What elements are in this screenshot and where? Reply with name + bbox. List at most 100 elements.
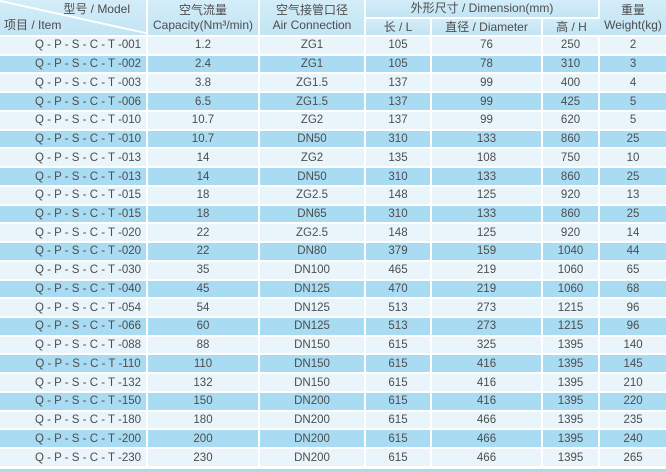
height-cell: 250 <box>543 37 601 56</box>
table-row: Q - P - S - C - T -054 54 DN125 513 273 … <box>0 299 666 319</box>
diameter-cell: 416 <box>432 355 543 375</box>
model-cell: Q - P - S - C - T -006 <box>0 93 148 112</box>
model-cell: Q - P - S - C - T -110 <box>0 355 148 375</box>
header-weight-cn: 重量 <box>621 2 646 17</box>
weight-cell: 3 <box>600 55 666 75</box>
diameter-cell: 76 <box>432 37 543 56</box>
capacity-cell: 150 <box>148 392 260 412</box>
length-cell: 148 <box>366 186 432 206</box>
model-cell: Q - P - S - C - T -013 <box>0 149 148 169</box>
length-cell: 310 <box>366 130 432 150</box>
capacity-cell: 22 <box>148 243 260 262</box>
model-cell: Q - P - S - C - T -002 <box>0 55 148 75</box>
diameter-cell: 273 <box>432 299 543 319</box>
model-cell: Q - P - S - C - T -200 <box>0 430 148 450</box>
weight-cell: 13 <box>600 186 666 206</box>
weight-cell: 2 <box>600 37 666 56</box>
weight-cell: 65 <box>600 261 666 281</box>
model-cell: Q - P - S - C - T -054 <box>0 299 148 319</box>
length-cell: 310 <box>366 168 432 187</box>
capacity-cell: 18 <box>148 186 260 206</box>
air-connection-cell: DN200 <box>260 392 366 412</box>
header-height: 高 / H <box>543 19 601 37</box>
diameter-cell: 416 <box>432 374 543 393</box>
capacity-cell: 88 <box>148 336 260 356</box>
air-connection-cell: DN150 <box>260 336 366 356</box>
diameter-cell: 466 <box>432 411 543 431</box>
diameter-cell: 219 <box>432 280 543 300</box>
diameter-cell: 416 <box>432 392 543 412</box>
table-row: Q - P - S - C - T -066 60 DN125 513 273 … <box>0 318 666 337</box>
table-row: Q - P - S - C - T -002 2.4 ZG1 105 78 31… <box>0 55 666 75</box>
weight-cell: 96 <box>600 299 666 319</box>
model-cell: Q - P - S - C - T -015 <box>0 205 148 225</box>
capacity-cell: 35 <box>148 261 260 281</box>
weight-cell: 235 <box>600 411 666 431</box>
model-cell: Q - P - S - C - T -230 <box>0 449 148 468</box>
model-cell: Q - P - S - C - T -088 <box>0 336 148 356</box>
diameter-cell: 133 <box>432 130 543 150</box>
weight-cell: 25 <box>600 205 666 225</box>
air-connection-cell: ZG2 <box>260 149 366 169</box>
header-model-item-corner: 型号 / Model 项目 / Item <box>0 0 148 37</box>
model-cell: Q - P - S - C - T -010 <box>0 130 148 150</box>
model-cell: Q - P - S - C - T -066 <box>0 318 148 337</box>
air-connection-cell: DN80 <box>260 243 366 262</box>
table-row: Q - P - S - C - T -030 35 DN100 465 219 … <box>0 261 666 281</box>
capacity-cell: 22 <box>148 224 260 244</box>
capacity-cell: 18 <box>148 205 260 225</box>
weight-cell: 140 <box>600 336 666 356</box>
weight-cell: 25 <box>600 130 666 150</box>
height-cell: 1060 <box>543 261 601 281</box>
diameter-cell: 466 <box>432 449 543 468</box>
length-cell: 137 <box>366 74 432 94</box>
weight-cell: 5 <box>600 93 666 112</box>
table-header: 型号 / Model 项目 / Item 空气流量 Capacity(Nm³/m… <box>0 0 666 37</box>
height-cell: 860 <box>543 168 601 187</box>
header-capacity-en: Capacity(Nm³/min) <box>152 17 253 32</box>
air-connection-cell: DN50 <box>260 168 366 187</box>
model-cell: Q - P - S - C - T -015 <box>0 186 148 206</box>
header-air-connection: 空气接管口径 Air Connection <box>260 0 366 37</box>
header-weight-en: Weight(kg) <box>604 17 662 32</box>
header-dimension-group: 外形尺寸 / Dimension(mm) <box>366 0 601 19</box>
height-cell: 860 <box>543 205 601 225</box>
height-cell: 1395 <box>543 374 601 393</box>
diameter-cell: 133 <box>432 168 543 187</box>
height-cell: 1395 <box>543 449 601 468</box>
model-cell: Q - P - S - C - T -013 <box>0 168 148 187</box>
table-row: Q - P - S - C - T -150 150 DN200 615 416… <box>0 392 666 412</box>
table-row: Q - P - S - C - T -200 200 DN200 615 466… <box>0 430 666 450</box>
air-connection-cell: ZG1 <box>260 37 366 56</box>
header-item-label: 项目 / Item <box>4 18 62 32</box>
air-connection-cell: DN200 <box>260 449 366 468</box>
length-cell: 513 <box>366 318 432 337</box>
model-cell: Q - P - S - C - T -132 <box>0 374 148 393</box>
weight-cell: 14 <box>600 224 666 244</box>
length-cell: 615 <box>366 374 432 393</box>
capacity-cell: 6.5 <box>148 93 260 112</box>
weight-cell: 44 <box>600 243 666 262</box>
diameter-cell: 325 <box>432 336 543 356</box>
table-row: Q - P - S - C - T -180 180 DN200 615 466… <box>0 411 666 431</box>
weight-cell: 210 <box>600 374 666 393</box>
weight-cell: 96 <box>600 318 666 337</box>
length-cell: 148 <box>366 224 432 244</box>
height-cell: 920 <box>543 224 601 244</box>
table-row: Q - P - S - C - T -132 132 DN150 615 416… <box>0 374 666 393</box>
model-cell: Q - P - S - C - T -040 <box>0 280 148 300</box>
air-connection-cell: ZG1.5 <box>260 93 366 112</box>
diameter-cell: 133 <box>432 205 543 225</box>
height-cell: 1395 <box>543 355 601 375</box>
table-row: Q - P - S - C - T -040 45 DN125 470 219 … <box>0 280 666 300</box>
table-row: Q - P - S - C - T -010 10.7 DN50 310 133… <box>0 130 666 150</box>
capacity-cell: 45 <box>148 280 260 300</box>
table-row: Q - P - S - C - T -020 22 DN80 379 159 1… <box>0 243 666 262</box>
length-cell: 135 <box>366 149 432 169</box>
table-row: Q - P - S - C - T -010 10.7 ZG2 137 99 6… <box>0 111 666 131</box>
height-cell: 1395 <box>543 430 601 450</box>
diameter-cell: 125 <box>432 186 543 206</box>
height-cell: 620 <box>543 111 601 131</box>
length-cell: 615 <box>366 336 432 356</box>
